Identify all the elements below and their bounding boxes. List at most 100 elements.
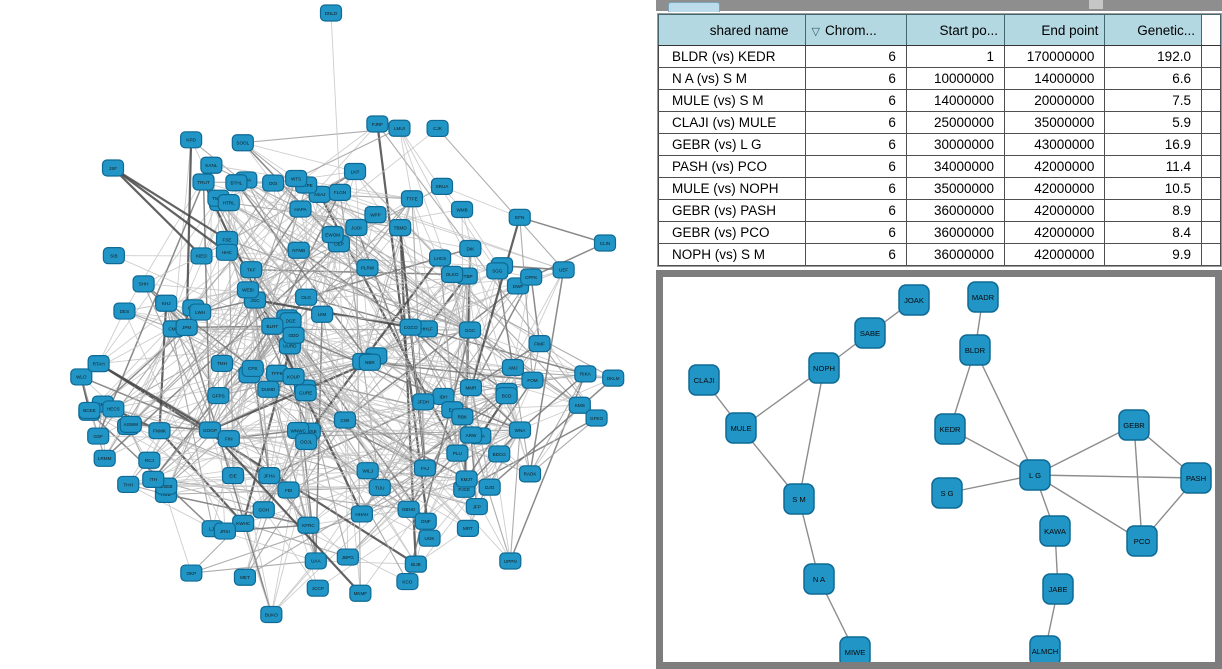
- network-node[interactable]: HHC: [215, 243, 239, 261]
- network-node-claji[interactable]: CLAJI: [688, 364, 720, 396]
- network-node[interactable]: UPPN: [499, 552, 522, 570]
- network-node[interactable]: ASWM: [119, 415, 142, 433]
- cell-value[interactable]: 9.9: [1104, 243, 1202, 266]
- network-edge[interactable]: [379, 276, 532, 488]
- network-node[interactable]: DJO: [478, 478, 501, 496]
- table-row[interactable]: MULE (vs) S M 6 14000000 20000000 7.5: [658, 89, 1222, 112]
- network-edge[interactable]: [297, 297, 307, 431]
- cell-value[interactable]: 6: [805, 199, 907, 222]
- network-node[interactable]: WNA: [508, 421, 532, 439]
- network-edge[interactable]: [98, 328, 427, 365]
- network-edge[interactable]: [1034, 474, 1197, 479]
- network-edge[interactable]: [356, 209, 463, 228]
- network-edge[interactable]: [376, 355, 586, 375]
- column-header-end-point[interactable]: End point: [1004, 14, 1106, 46]
- network-node[interactable]: KFRC: [297, 516, 320, 534]
- cell-value[interactable]: 14000000: [1004, 67, 1106, 90]
- network-edge[interactable]: [425, 452, 458, 522]
- cell-shared-name[interactable]: PASH (vs) PCO: [658, 155, 806, 178]
- cell-value[interactable]: 6: [805, 177, 907, 200]
- network-edge[interactable]: [128, 484, 213, 530]
- network-edge[interactable]: [1034, 474, 1143, 542]
- network-edge[interactable]: [112, 167, 228, 241]
- cell-value[interactable]: 30000000: [906, 133, 1006, 156]
- network-node[interactable]: AMJ: [501, 358, 525, 377]
- cell-value[interactable]: 35000000: [906, 177, 1006, 200]
- network-edge[interactable]: [469, 270, 498, 331]
- network-edge[interactable]: [451, 276, 468, 410]
- network-edge[interactable]: [509, 429, 521, 562]
- network-edge[interactable]: [798, 367, 825, 500]
- network-node[interactable]: SRUA: [430, 177, 454, 195]
- network-node[interactable]: GSF: [87, 427, 110, 445]
- network-edge[interactable]: [470, 270, 498, 388]
- network-node[interactable]: BCEE: [78, 401, 101, 420]
- network-edge[interactable]: [463, 417, 597, 490]
- tab-fragment[interactable]: [668, 2, 720, 12]
- network-node[interactable]: LMUI: [388, 119, 411, 137]
- network-node[interactable]: NTMB: [287, 241, 310, 259]
- network-edge[interactable]: [1133, 424, 1143, 542]
- network-node[interactable]: EFN: [508, 208, 531, 226]
- network-node[interactable]: JCCP: [306, 579, 329, 597]
- network-edge[interactable]: [304, 387, 426, 469]
- network-node[interactable]: LWH: [189, 303, 212, 321]
- network-edge[interactable]: [367, 274, 453, 471]
- network-node[interactable]: JRSI: [213, 522, 236, 540]
- network-node[interactable]: HHAH: [350, 505, 374, 523]
- cell-value[interactable]: 6: [805, 243, 907, 266]
- network-edge[interactable]: [221, 363, 272, 615]
- network-edge[interactable]: [297, 430, 317, 561]
- table-row[interactable]: NOPH (vs) S M 6 36000000 42000000 9.9: [658, 243, 1222, 266]
- cell-value[interactable]: 10.5: [1104, 177, 1202, 200]
- network-node[interactable]: SOOL: [231, 134, 254, 152]
- network-node-noph[interactable]: NOPH: [808, 352, 840, 384]
- network-node[interactable]: GFPS: [207, 386, 230, 405]
- network-node[interactable]: JSF: [101, 159, 125, 177]
- network-edge[interactable]: [218, 395, 346, 421]
- network-edge[interactable]: [190, 419, 346, 574]
- cell-value[interactable]: 6: [805, 67, 907, 90]
- cell-value[interactable]: 11.4: [1104, 155, 1202, 178]
- network-edge[interactable]: [271, 467, 426, 615]
- network-node[interactable]: EIE: [221, 466, 245, 485]
- network-edge[interactable]: [293, 376, 469, 529]
- network-node[interactable]: FBI: [277, 481, 300, 499]
- network-node[interactable]: FIMF: [528, 335, 551, 353]
- network-edge[interactable]: [250, 269, 426, 469]
- network-edge[interactable]: [218, 197, 471, 331]
- network-edge[interactable]: [221, 299, 256, 364]
- network-edge[interactable]: [305, 184, 371, 363]
- network-node[interactable]: FIN: [217, 429, 240, 448]
- network-node[interactable]: KMJT: [455, 470, 478, 488]
- cell-shared-name[interactable]: MULE (vs) NOPH: [658, 177, 806, 200]
- network-edge[interactable]: [287, 317, 580, 406]
- network-edge[interactable]: [209, 429, 465, 490]
- network-edge[interactable]: [344, 329, 471, 421]
- network-edge[interactable]: [186, 325, 273, 329]
- network-edge[interactable]: [322, 313, 471, 331]
- network-node[interactable]: CPFK: [520, 268, 543, 286]
- network-node[interactable]: JFDH: [412, 393, 435, 411]
- cell-value[interactable]: 7.5: [1104, 89, 1202, 112]
- cell-value[interactable]: 35000000: [1004, 111, 1106, 134]
- network-node[interactable]: TBMD: [389, 219, 412, 237]
- table-row[interactable]: GEBR (vs) L G 6 30000000 43000000 16.9: [658, 133, 1222, 156]
- network-edge[interactable]: [519, 217, 534, 381]
- network-node-madr[interactable]: MADR: [967, 281, 999, 313]
- network-node[interactable]: GURE: [294, 384, 317, 402]
- network-edge[interactable]: [469, 329, 521, 431]
- network-edge[interactable]: [209, 376, 294, 431]
- cell-value[interactable]: 192.0: [1104, 45, 1202, 68]
- network-edge[interactable]: [209, 429, 426, 469]
- network-edge[interactable]: [228, 202, 368, 269]
- network-node-n-a[interactable]: N A: [803, 563, 835, 595]
- network-edge[interactable]: [361, 429, 521, 515]
- network-node[interactable]: KCO: [396, 572, 419, 591]
- network-node[interactable]: JPM: [175, 318, 198, 337]
- network-edge[interactable]: [272, 182, 371, 363]
- network-edge[interactable]: [369, 361, 533, 381]
- network-edge[interactable]: [191, 560, 316, 574]
- cell-value[interactable]: 1: [906, 45, 1006, 68]
- network-edge[interactable]: [98, 362, 417, 566]
